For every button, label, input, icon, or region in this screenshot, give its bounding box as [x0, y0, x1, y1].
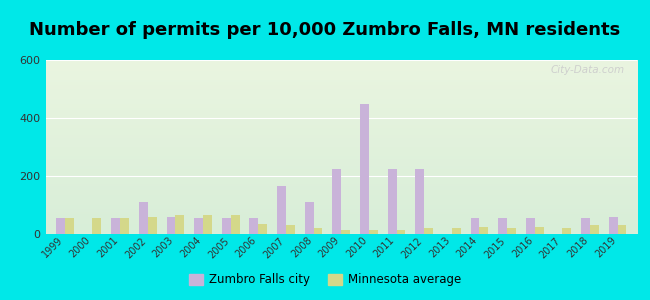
Bar: [387, 169, 396, 234]
Bar: [313, 228, 322, 234]
Bar: [222, 218, 231, 234]
Bar: [176, 215, 184, 234]
Bar: [424, 228, 433, 234]
Bar: [56, 218, 65, 234]
Bar: [369, 230, 378, 234]
Bar: [590, 225, 599, 234]
Bar: [305, 202, 313, 234]
Bar: [499, 218, 507, 234]
Bar: [258, 224, 267, 234]
Bar: [396, 230, 406, 234]
Bar: [452, 228, 461, 234]
Bar: [203, 215, 212, 234]
Text: Number of permits per 10,000 Zumbro Falls, MN residents: Number of permits per 10,000 Zumbro Fall…: [29, 21, 621, 39]
Bar: [286, 225, 295, 234]
Bar: [111, 218, 120, 234]
Bar: [360, 103, 369, 234]
Bar: [120, 218, 129, 234]
Legend: Zumbro Falls city, Minnesota average: Zumbro Falls city, Minnesota average: [184, 269, 466, 291]
Bar: [139, 202, 148, 234]
Text: City-Data.com: City-Data.com: [551, 65, 625, 75]
Bar: [92, 218, 101, 234]
Bar: [341, 230, 350, 234]
Bar: [65, 218, 73, 234]
Bar: [415, 169, 424, 234]
Bar: [148, 217, 157, 234]
Bar: [609, 217, 618, 234]
Bar: [194, 218, 203, 234]
Bar: [471, 218, 480, 234]
Bar: [535, 227, 543, 234]
Bar: [507, 228, 516, 234]
Bar: [526, 218, 535, 234]
Bar: [250, 218, 258, 234]
Bar: [277, 186, 286, 234]
Bar: [562, 228, 571, 234]
Bar: [581, 218, 590, 234]
Bar: [166, 217, 176, 234]
Bar: [480, 227, 488, 234]
Bar: [231, 215, 240, 234]
Bar: [618, 225, 627, 234]
Bar: [332, 169, 341, 234]
